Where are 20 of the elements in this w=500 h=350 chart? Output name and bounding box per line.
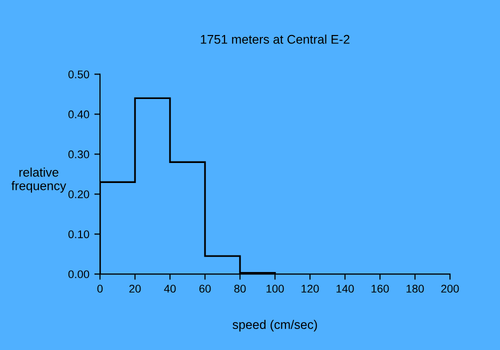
y-tick-label: 0.50 bbox=[68, 70, 90, 78]
x-tick-label: 80 bbox=[234, 284, 246, 293]
x-tick-label: 60 bbox=[199, 284, 211, 293]
y-tick-label: 0.40 bbox=[68, 110, 90, 118]
x-tick-label: 0 bbox=[97, 284, 103, 293]
x-tick-label: 180 bbox=[406, 284, 424, 293]
y-tick-label: 0.10 bbox=[68, 230, 90, 238]
x-tick-label: 100 bbox=[266, 284, 284, 293]
x-tick-label: 160 bbox=[372, 284, 389, 293]
y-axis-title: relative frequency bbox=[11, 168, 66, 193]
y-tick-label: 0.20 bbox=[68, 190, 90, 198]
chart-title: 1751 meters at Central E-2 bbox=[200, 34, 350, 44]
x-axis-title: speed (cm/sec) bbox=[232, 320, 317, 332]
x-tick-label: 120 bbox=[302, 284, 319, 293]
x-tick-label: 40 bbox=[164, 284, 176, 293]
x-tick-label: 140 bbox=[336, 284, 354, 293]
y-tick-label: 0.30 bbox=[68, 150, 90, 158]
x-tick-label: 200 bbox=[441, 284, 459, 293]
y-tick-label: 0.00 bbox=[68, 270, 90, 278]
x-tick-label: 20 bbox=[129, 284, 141, 293]
